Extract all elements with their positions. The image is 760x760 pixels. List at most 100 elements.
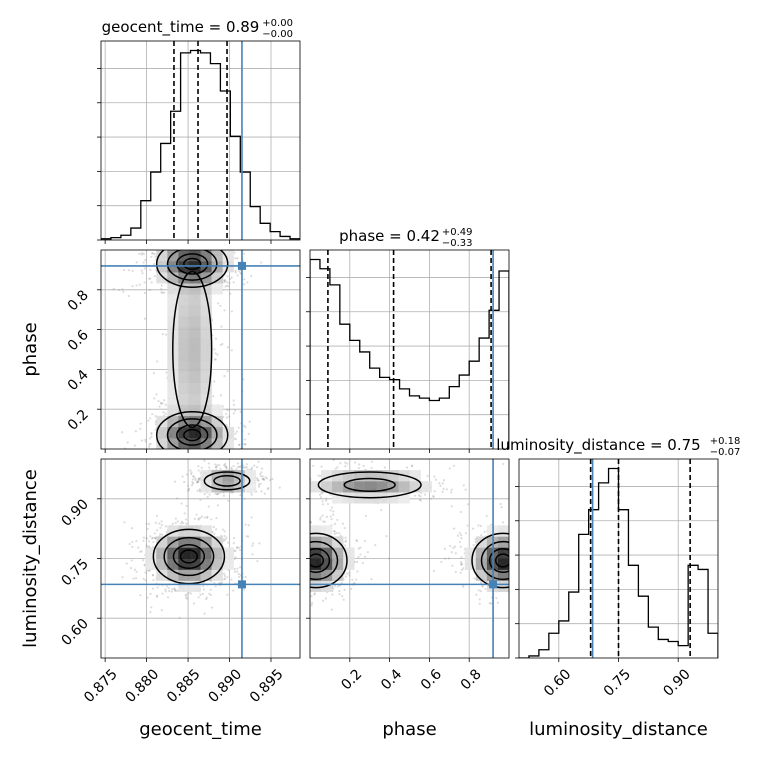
sample-point xyxy=(217,246,219,248)
sample-point xyxy=(305,567,307,569)
sample-point xyxy=(157,399,160,403)
sample-point xyxy=(147,277,151,280)
sample-point xyxy=(320,465,323,468)
sample-point xyxy=(132,577,135,580)
sample-point xyxy=(238,443,241,446)
sample-point xyxy=(554,538,556,540)
sample-point xyxy=(459,545,462,548)
sample-point xyxy=(465,532,468,535)
sample-point xyxy=(529,570,531,572)
sample-point xyxy=(155,243,157,245)
density-cell xyxy=(167,547,179,559)
sample-point xyxy=(208,459,210,461)
sample-point xyxy=(306,564,308,566)
sample-point xyxy=(293,482,295,484)
sample-point xyxy=(187,247,189,249)
truth-marker xyxy=(237,580,246,589)
hist-frame-geocent_time xyxy=(100,40,301,241)
density-cell xyxy=(167,393,179,406)
sample-point xyxy=(182,453,184,455)
sample-point xyxy=(460,562,463,565)
sample-point xyxy=(303,556,305,558)
sample-point xyxy=(250,274,253,278)
sample-point xyxy=(248,460,250,462)
sample-point xyxy=(296,548,298,550)
sample-point xyxy=(259,482,262,485)
sample-point xyxy=(511,539,513,541)
sample-point xyxy=(510,567,512,569)
sample-point xyxy=(208,451,210,453)
sample-point xyxy=(228,282,231,285)
density-cell xyxy=(189,426,201,439)
sample-point xyxy=(205,453,207,455)
sample-point xyxy=(481,585,485,588)
sample-point xyxy=(530,527,532,529)
sample-point xyxy=(300,551,302,553)
sample-point xyxy=(167,456,169,458)
sample-point xyxy=(305,576,307,578)
sample-point xyxy=(194,247,196,249)
sample-point xyxy=(305,566,307,568)
contour-line xyxy=(172,543,206,570)
sample-point xyxy=(473,577,476,580)
sample-point xyxy=(429,497,433,500)
sample-point xyxy=(275,472,277,474)
sample-point xyxy=(200,459,202,461)
sample-point xyxy=(289,565,291,567)
sample-point xyxy=(535,582,537,584)
sample-point xyxy=(236,257,239,260)
sample-point xyxy=(134,576,138,580)
sample-point xyxy=(432,495,435,498)
sample-point xyxy=(175,222,177,224)
sample-point xyxy=(206,225,208,227)
sample-point xyxy=(302,596,304,598)
sample-point xyxy=(214,463,217,466)
sample-point xyxy=(143,291,147,295)
sample-point xyxy=(257,460,260,463)
density-cell xyxy=(167,569,179,581)
sample-point xyxy=(236,466,239,469)
sample-point xyxy=(224,224,226,226)
sample-point xyxy=(260,490,263,493)
sample-point xyxy=(144,244,146,246)
sample-point xyxy=(185,215,187,217)
sample-point xyxy=(522,576,524,578)
sample-point xyxy=(306,563,308,565)
sample-point xyxy=(232,464,235,468)
sample-point xyxy=(538,575,540,577)
sample-point xyxy=(420,491,423,495)
x-tick-label-geocent_time: 0.875 xyxy=(81,666,121,706)
sample-point xyxy=(291,560,293,562)
contour-line xyxy=(172,271,213,428)
sample-point xyxy=(208,592,211,595)
sample-point xyxy=(304,569,306,571)
sample-point xyxy=(296,579,298,581)
sample-point xyxy=(201,450,203,452)
sample-point xyxy=(221,225,223,227)
sample-point xyxy=(190,484,194,487)
sample-point xyxy=(226,408,229,411)
sample-point xyxy=(511,551,513,553)
density-cell xyxy=(343,492,355,504)
sample-point xyxy=(135,284,138,287)
sample-point xyxy=(143,267,147,270)
density-cell xyxy=(200,525,212,537)
density-cell xyxy=(200,338,212,350)
sample-point xyxy=(307,556,309,558)
sample-point xyxy=(524,561,526,563)
sample-point xyxy=(189,592,193,595)
sample-point xyxy=(248,466,250,468)
sample-point xyxy=(156,360,159,363)
density-cell xyxy=(189,250,201,262)
sample-point xyxy=(516,562,518,564)
sample-point xyxy=(212,456,214,458)
sample-point xyxy=(292,569,294,571)
sample-point xyxy=(146,244,148,246)
sample-point xyxy=(537,565,539,567)
sample-point xyxy=(285,559,287,561)
sample-point xyxy=(200,515,203,518)
sample-point xyxy=(293,555,295,557)
sample-point xyxy=(319,516,322,519)
sample-point xyxy=(193,451,195,453)
sample-point xyxy=(194,244,196,246)
